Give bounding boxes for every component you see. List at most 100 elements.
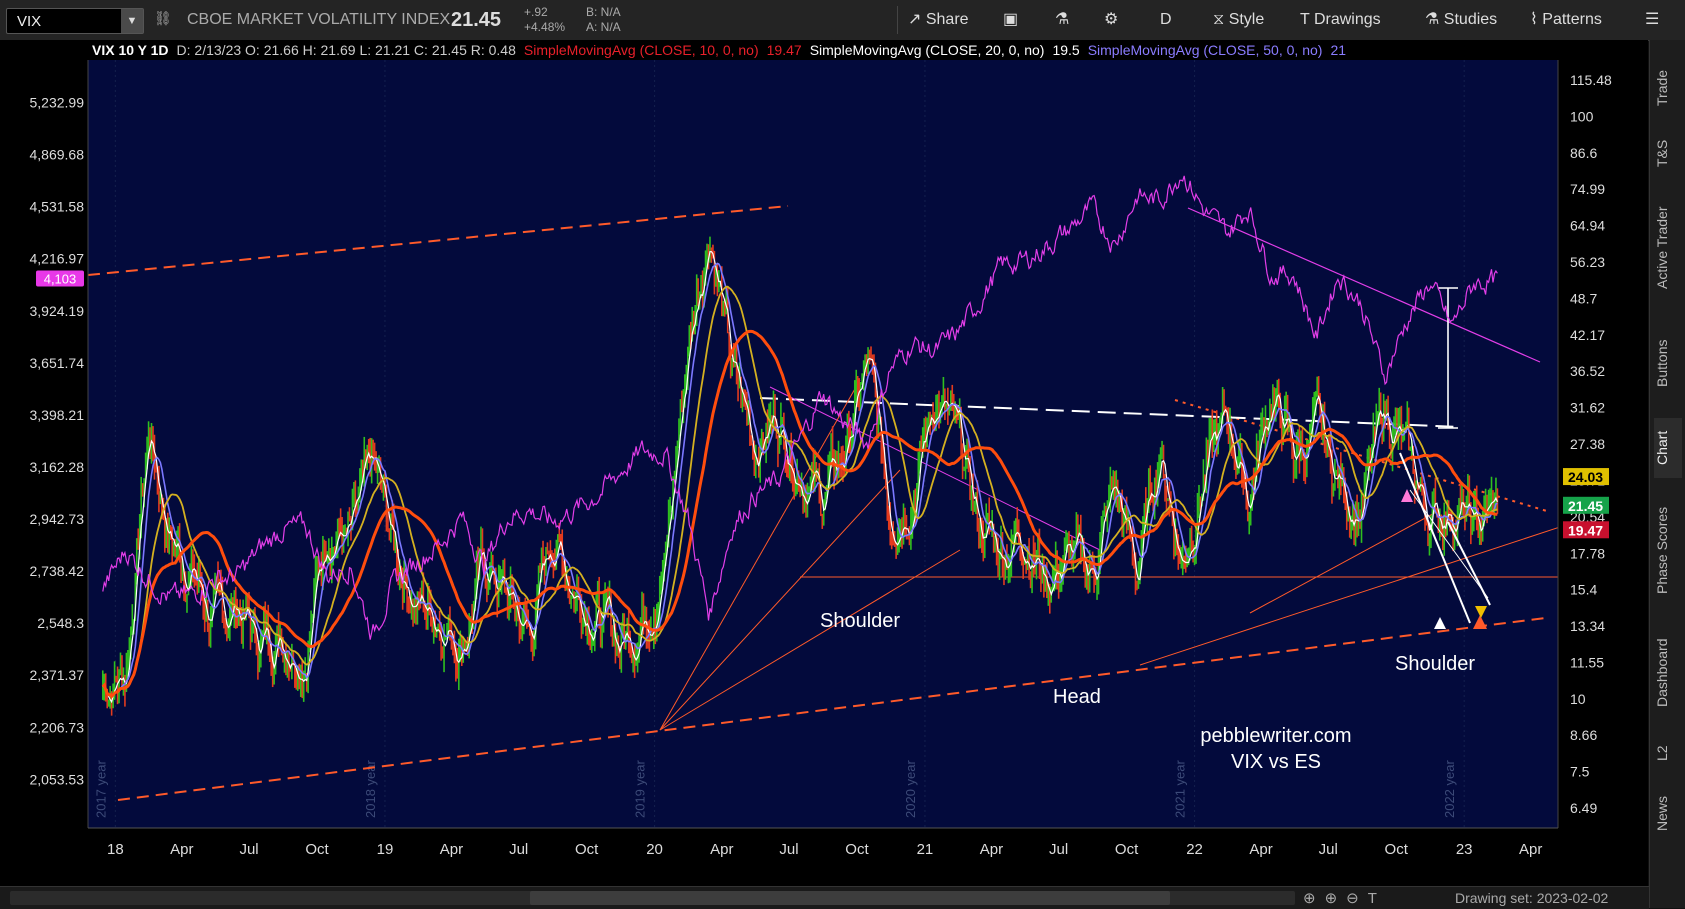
right-tick-label: 10 [1570,691,1586,707]
year-label: 2017 year [93,760,108,818]
x-tick-label: 22 [1186,841,1203,858]
price-badge-label: 21.45 [1568,498,1603,514]
right-tick-label: 86.6 [1570,145,1597,161]
sidebar-item-chart[interactable]: Chart [1654,418,1682,478]
patterns-label: Patterns [1542,11,1602,28]
wedge-line-1 [1399,452,1471,624]
annotation-credit: pebblewriter.com [1200,725,1351,747]
style-icon: ⧖ [1213,11,1229,28]
drawing-set-label: Drawing set: 2023-02-02 [1455,890,1609,906]
share-button[interactable]: ↗ Share [908,0,969,40]
orange-arrow-marker [1473,615,1487,629]
chart-svg[interactable]: 2017 year 2018 year 2019 year 2020 year 2021… [0,40,1648,886]
sidebar-item-dashboard[interactable]: Dashboard [1654,638,1670,708]
price-badge [1563,521,1609,539]
left-tick-label: 2,548.3 [37,615,84,631]
left-tick-label: 2,053.53 [30,771,85,787]
sidebar-item-trade[interactable]: Trade [1654,69,1670,107]
fan-line-5 [1249,509,1441,614]
right-tick-label: 36.52 [1570,363,1605,379]
ohlc-readout: D: 2/13/23 O: 21.66 H: 21.69 L: 21.21 C:… [177,42,517,58]
zoom-out-icon[interactable]: ⊖ [1346,890,1368,907]
drawings-button[interactable]: T Drawings [1300,0,1381,40]
left-tick-label: 2,738.42 [30,563,85,579]
bid-ask-block: B: N/A A: N/A [586,5,621,35]
x-tick-label: Oct [845,841,869,858]
sma10-label: SimpleMovingAvg (CLOSE, 10, 0, no) [524,42,759,58]
x-tick-label: Jul [779,841,798,858]
right-tick-label: 11.55 [1570,654,1604,670]
right-tick-label: 27.38 [1570,436,1605,452]
zoom-reset-icon[interactable]: ⊕ [1303,890,1325,907]
flask-icon[interactable]: ⚗ [1055,11,1070,28]
year-label: 2018 year [363,760,378,818]
horizontal-scrollbar[interactable] [10,891,1295,905]
sma50-line [102,285,1498,698]
bid-value: B: N/A [586,5,621,19]
right-tick-label: 15.4 [1570,582,1597,598]
year-label: 2020 year [903,760,918,818]
sidebar-item-phase-scores[interactable]: Phase Scores [1654,506,1670,595]
chart-area[interactable]: 2017 year 2018 year 2019 year 2020 year 2021… [0,40,1648,886]
right-tick-label: 48.7 [1570,290,1597,306]
right-tick-label: 42.17 [1570,327,1605,343]
sidebar-item-ts[interactable]: T&S [1654,139,1670,167]
x-tick-label: Apr [1519,841,1542,858]
right-tick-label: 7.5 [1570,764,1590,780]
screenshot-icon[interactable]: ▣ [1003,11,1019,28]
symbol-text: VIX [17,13,42,30]
style-button[interactable]: ⧖ Style [1213,0,1264,40]
left-tick-label: 2,371.37 [30,667,85,683]
sma10-value: 19.47 [767,42,802,58]
x-tick-label: 20 [646,841,663,858]
left-tick-label: 4,216.97 [30,251,85,267]
up-arrow-marker [1434,617,1446,629]
price-badge-label: 24.03 [1568,469,1603,485]
fan-line-2 [659,469,901,731]
left-tick-label: 3,651.74 [30,355,85,371]
x-tick-label: 18 [107,841,124,858]
sidebar-item-active-trader[interactable]: Active Trader [1654,206,1670,290]
sidebar-item-l2[interactable]: L2 [1654,745,1670,761]
x-tick-label: Jul [509,841,528,858]
sidebar-item-news[interactable]: News [1654,795,1670,831]
year-label: 2021 year [1173,760,1188,818]
x-tick-label: Apr [1249,841,1272,858]
right-tick-label: 56.23 [1570,254,1605,270]
symbol-dropdown-icon[interactable]: ▼ [121,9,143,33]
top-toolbar: VIX ▼ ⛓ CBOE MARKET VOLATILITY INDEX 21.… [0,0,1685,41]
studies-button[interactable]: ⚗ Studies [1425,0,1497,40]
annotation-subtitle: VIX vs ES [1231,751,1321,773]
scrollbar-thumb[interactable] [530,891,1170,905]
change-value: +.92 [524,5,548,19]
year-label: 2019 year [633,760,648,818]
annotation-shoulder-left: Shoulder [820,610,900,632]
patterns-icon: ⌇ [1530,11,1543,28]
left-tick-label: 2,942.73 [30,511,85,527]
fan-line-1 [659,379,861,731]
menu-icon[interactable]: ☰ [1645,11,1660,28]
patterns-button[interactable]: ⌇ Patterns [1530,0,1602,40]
zoom-tools[interactable]: ⊕⊕⊖T [1303,889,1386,907]
pink-arrow-marker [1401,489,1413,502]
year-label: 2022 year [1442,760,1457,818]
right-tick-label: 8.66 [1570,727,1597,743]
zoom-in-icon[interactable]: ⊕ [1324,890,1347,907]
right-tick-label: 64.94 [1570,218,1605,234]
left-tick-label: 3,924.19 [30,303,85,319]
left-axis-marker-label: 4,103 [44,272,77,287]
text-tool-icon[interactable]: T [1367,890,1386,907]
annotation-shoulder-right: Shoulder [1395,653,1475,675]
studies-icon: ⚗ [1425,11,1444,28]
header-bg [88,40,1558,60]
aggregation-button[interactable]: D [1160,11,1172,28]
bottom-bar: ⊕⊕⊖T Drawing set: 2023-02-02 [0,886,1649,909]
fan-line-4 [1139,527,1558,666]
right-tick-label: 115.48 [1570,72,1612,88]
x-tick-label: Oct [305,841,329,858]
gear-icon[interactable]: ⚙ [1104,11,1119,28]
symbol-input[interactable]: VIX ▼ [6,8,144,34]
sma20-label: SimpleMovingAvg (CLOSE, 20, 0, no) [810,42,1045,58]
link-icon[interactable]: ⛓ [154,10,172,26]
sidebar-item-buttons[interactable]: Buttons [1654,339,1670,387]
